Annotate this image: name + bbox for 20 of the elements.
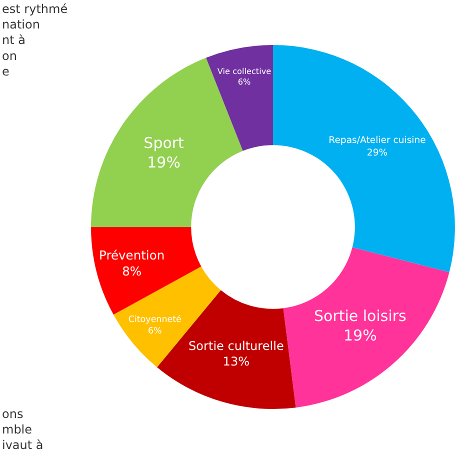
- donut-slice: [206, 45, 273, 151]
- donut-slice: [283, 247, 450, 408]
- data-label: 6%: [238, 76, 252, 86]
- slice-label: Repas/Atelier cuisine: [328, 135, 426, 146]
- slice-label: Citoyenneté: [128, 314, 182, 325]
- slice-label: Prévention: [99, 248, 165, 262]
- text: ons mble ivaut à: [2, 407, 44, 452]
- donut-slice: [273, 45, 455, 272]
- slice-label: Sortie loisirs: [314, 307, 407, 326]
- donut-slice: [91, 227, 202, 315]
- slice-label: Vie collective: [217, 66, 272, 76]
- text: est rythmé nation nt à on e: [2, 2, 68, 78]
- data-label: 19%: [147, 154, 180, 172]
- data-label: 29%: [366, 147, 388, 158]
- data-label: 8%: [122, 264, 142, 278]
- data-label: 6%: [148, 326, 162, 336]
- slice-label: Sortie culturelle: [188, 338, 284, 353]
- slice-label: Sport: [144, 134, 184, 152]
- data-label: 13%: [222, 354, 250, 369]
- data-label: 19%: [343, 326, 377, 345]
